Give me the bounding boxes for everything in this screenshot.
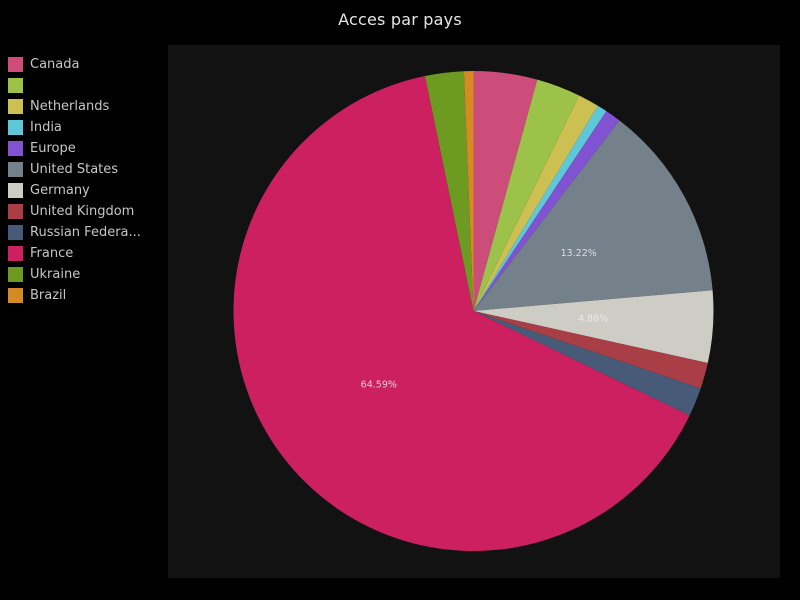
legend-item-unnamed[interactable] [8, 78, 168, 93]
legend-label-netherlands: Netherlands [30, 99, 110, 114]
legend-label-united-kingdom: United Kingdom [30, 204, 135, 219]
pie-slice-united-kingdom[interactable] [473, 311, 708, 389]
legend-swatch-brazil [8, 288, 23, 303]
pie-slice-brazil[interactable] [463, 70, 474, 312]
pie-slice-france[interactable] [233, 75, 690, 552]
pie-slice-india[interactable] [473, 105, 607, 311]
legend-swatch-united-states [8, 162, 23, 177]
pie-slice-germany[interactable] [473, 290, 714, 364]
legend-swatch-germany [8, 183, 23, 198]
legend-label-india: India [30, 120, 62, 135]
chart-legend: Canada Netherlands India Europe United State… [8, 57, 168, 309]
legend-item-india[interactable]: India [8, 120, 168, 135]
pie-slice-ukraine[interactable] [424, 71, 474, 311]
legend-label-united-states: United States [30, 162, 119, 177]
pie-slice-unnamed[interactable] [473, 79, 580, 311]
legend-item-europe[interactable]: Europe [8, 141, 168, 156]
legend-label-ukraine: Ukraine [30, 267, 81, 282]
legend-swatch-europe [8, 141, 23, 156]
pie-slice-russian-federa[interactable] [473, 311, 701, 416]
legend-label-france: France [30, 246, 74, 261]
pie-slice-canada[interactable] [473, 71, 538, 311]
legend-label-russian-federa: Russian Federa... [30, 225, 141, 240]
legend-label-europe: Europe [30, 141, 76, 156]
legend-swatch-unnamed [8, 78, 23, 93]
chart-title: Acces par pays [338, 10, 462, 29]
legend-item-brazil[interactable]: Brazil [8, 288, 168, 303]
legend-item-netherlands[interactable]: Netherlands [8, 99, 168, 114]
legend-item-canada[interactable]: Canada [8, 57, 168, 72]
legend-swatch-netherlands [8, 99, 23, 114]
legend-swatch-india [8, 120, 23, 135]
plot-area: 13.22% 4.86% 64.59% [168, 45, 780, 578]
legend-item-ukraine[interactable]: Ukraine [8, 267, 168, 282]
pie-slice-europe[interactable] [473, 111, 620, 312]
legend-swatch-france [8, 246, 23, 261]
legend-item-france[interactable]: France [8, 246, 168, 261]
legend-swatch-ukraine [8, 267, 23, 282]
legend-swatch-united-kingdom [8, 204, 23, 219]
legend-item-united-kingdom[interactable]: United Kingdom [8, 204, 168, 219]
pie-slice-netherlands[interactable] [473, 95, 598, 311]
legend-label-canada: Canada [30, 57, 80, 72]
legend-item-germany[interactable]: Germany [8, 183, 168, 198]
pie-slice-united-states[interactable] [473, 120, 713, 311]
legend-swatch-russian-federa [8, 225, 23, 240]
legend-swatch-canada [8, 57, 23, 72]
legend-item-united-states[interactable]: United States [8, 162, 168, 177]
pie-chart: 13.22%4.86%64.59% [233, 70, 714, 552]
legend-item-russian-federa[interactable]: Russian Federa... [8, 225, 168, 240]
legend-label-germany: Germany [30, 183, 90, 198]
legend-label-brazil: Brazil [30, 288, 67, 303]
